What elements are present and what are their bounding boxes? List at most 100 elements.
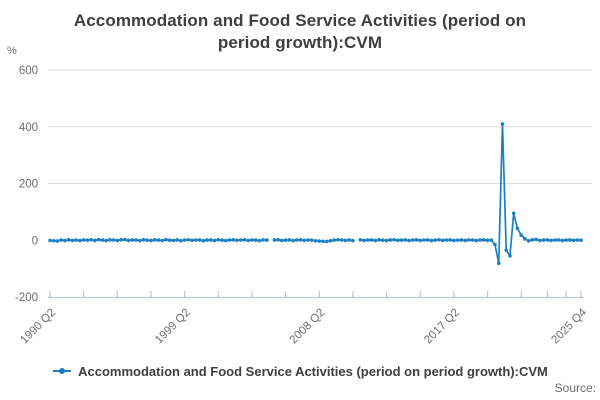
series-data-point bbox=[433, 238, 437, 242]
series-data-point bbox=[485, 238, 490, 243]
series-data-point bbox=[186, 237, 191, 242]
series-data-point bbox=[496, 261, 501, 266]
series-data-point bbox=[470, 238, 475, 242]
series-data-point bbox=[452, 238, 456, 243]
series-data-point bbox=[85, 238, 90, 242]
series-data-point bbox=[403, 238, 408, 242]
series-data-point bbox=[141, 237, 146, 242]
series-data-point bbox=[216, 237, 221, 242]
series-data-point bbox=[298, 238, 303, 242]
series-data-point bbox=[530, 238, 535, 242]
source-note: Source: bbox=[554, 381, 596, 395]
series-data-point bbox=[93, 238, 97, 243]
series-data-point bbox=[167, 238, 172, 242]
series-data-point bbox=[179, 238, 183, 243]
series-data-point bbox=[373, 238, 378, 243]
series-data-point bbox=[212, 238, 217, 243]
series-data-point bbox=[564, 238, 568, 242]
series-data-point bbox=[253, 238, 258, 242]
series-data-point bbox=[369, 238, 374, 242]
x-tick-label: 2017 Q2 bbox=[422, 307, 462, 347]
series-data-point bbox=[493, 242, 497, 247]
series-data-point bbox=[309, 238, 314, 242]
legend: Accommodation and Food Service Activitie… bbox=[0, 362, 600, 380]
series-data-point bbox=[145, 238, 150, 242]
series-data-point bbox=[126, 238, 131, 243]
series-data-point bbox=[478, 238, 482, 242]
y-tick-label: -200 bbox=[15, 292, 38, 304]
series-data-point bbox=[339, 238, 344, 242]
series-data-point bbox=[171, 238, 176, 243]
series-data-point bbox=[504, 248, 509, 252]
series-data-point bbox=[100, 238, 105, 242]
series-data-point bbox=[425, 238, 430, 242]
series-data-point bbox=[194, 238, 198, 242]
legend-marker-dot bbox=[59, 368, 66, 374]
series-data-point bbox=[347, 238, 351, 242]
series-data-point bbox=[317, 239, 322, 243]
series-data-point bbox=[545, 238, 550, 242]
series-data-point bbox=[280, 238, 284, 243]
x-tick-label: 2008 Q2 bbox=[288, 307, 328, 347]
series-data-point bbox=[388, 238, 393, 242]
series-data-point bbox=[175, 238, 179, 242]
series-data-point bbox=[276, 237, 280, 242]
series-data-point bbox=[448, 238, 452, 242]
series-data-point bbox=[306, 238, 310, 242]
series-data-point bbox=[235, 238, 239, 243]
series-data-point bbox=[324, 239, 329, 244]
series-data-point bbox=[246, 238, 250, 243]
series-data-point bbox=[122, 237, 127, 242]
series-data-point bbox=[336, 237, 340, 242]
series-data-point bbox=[422, 238, 426, 242]
series-data-point bbox=[209, 238, 213, 242]
series-data-point bbox=[526, 239, 531, 243]
x-tick-label: 2025 Q4 bbox=[549, 306, 589, 346]
series-data-point bbox=[137, 238, 142, 243]
series-data-point bbox=[343, 238, 348, 243]
series-data-point bbox=[508, 254, 512, 258]
legend-series-marker-icon bbox=[53, 368, 72, 374]
series-data-point bbox=[481, 238, 486, 242]
series-data-point bbox=[538, 238, 542, 243]
series-data-point bbox=[201, 238, 206, 243]
series-data-point bbox=[467, 238, 471, 242]
series-data-point bbox=[429, 238, 434, 243]
series-data-point bbox=[332, 238, 337, 242]
chart-canvas: 600 400 200 0 -200 1990 Q2 1999 Q2 2008 Q2 2017 … bbox=[15, 65, 592, 347]
series-data-point bbox=[437, 237, 441, 242]
series-data-point bbox=[119, 238, 123, 242]
y-tick-label: 400 bbox=[19, 122, 38, 134]
series-data-point bbox=[164, 237, 168, 242]
series-data-point bbox=[205, 238, 209, 242]
chart-title: Accommodation and Food Service Activitie… bbox=[73, 11, 527, 53]
series-data-point bbox=[362, 238, 366, 243]
series-data-point bbox=[51, 238, 56, 243]
series-data-point bbox=[261, 238, 265, 242]
series-data-point bbox=[575, 238, 580, 242]
series-data-point bbox=[81, 238, 86, 242]
series-data-point bbox=[272, 238, 277, 242]
series-data-point bbox=[395, 238, 400, 243]
series-data-point bbox=[223, 238, 228, 243]
series-data-point bbox=[111, 238, 116, 242]
series-data-point bbox=[291, 238, 295, 243]
series-data-point bbox=[104, 238, 108, 243]
series-data-point bbox=[313, 238, 318, 243]
series-data-point bbox=[392, 237, 396, 242]
series-data-point bbox=[418, 238, 423, 243]
series-data-point bbox=[549, 238, 553, 243]
series-data-point bbox=[515, 226, 520, 231]
series-data-point bbox=[115, 238, 120, 243]
series-data-point bbox=[295, 238, 299, 242]
series-data-point bbox=[534, 237, 538, 242]
series-data-point bbox=[399, 238, 404, 242]
series-data-point bbox=[182, 238, 187, 242]
series-data-point bbox=[519, 233, 523, 237]
series-data-point bbox=[560, 238, 565, 243]
series-data-point bbox=[523, 237, 527, 241]
series-data-point bbox=[149, 238, 153, 243]
series-data-point bbox=[440, 238, 445, 243]
series-data-point bbox=[410, 238, 415, 242]
